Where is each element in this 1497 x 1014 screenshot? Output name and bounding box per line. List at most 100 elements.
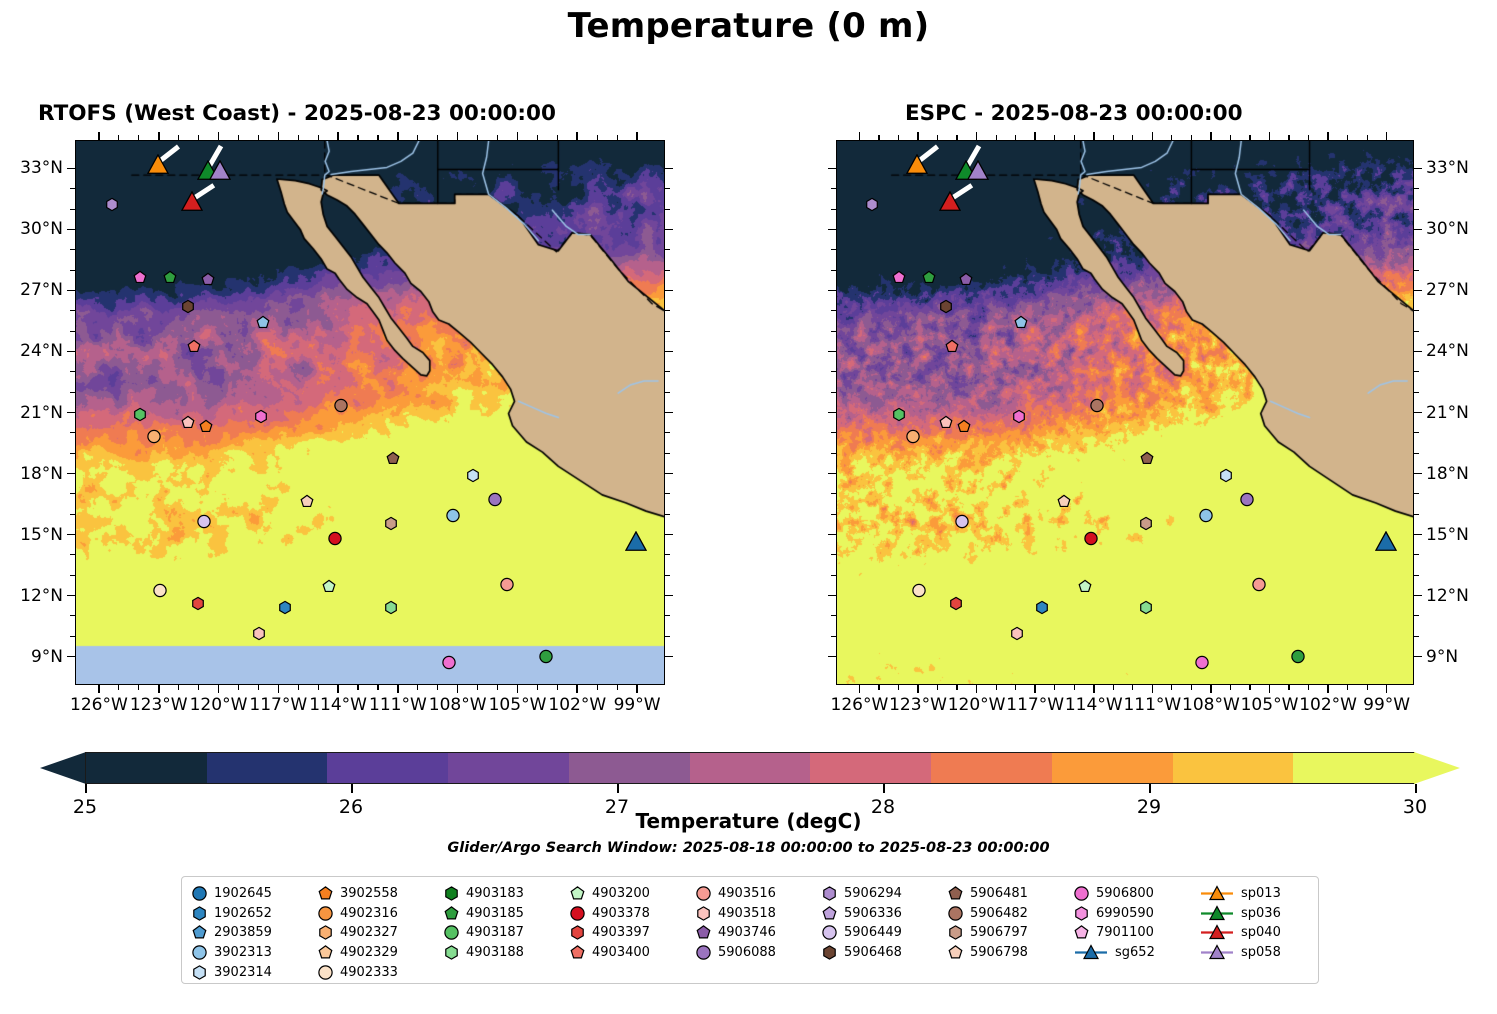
legend-item-3902314[interactable]: 3902314 (192, 962, 272, 982)
legend-item-1902652[interactable]: 1902652 (192, 904, 272, 924)
observation-marker-5906336[interactable] (1195, 654, 1209, 673)
legend-item-3902313[interactable]: 3902313 (192, 943, 272, 963)
observation-marker-5906088[interactable] (487, 491, 502, 510)
observation-marker-4903185[interactable] (163, 270, 177, 289)
observation-marker-3902558[interactable] (199, 418, 213, 437)
observation-marker-4903378[interactable] (328, 530, 342, 549)
observation-marker-sg652[interactable] (1374, 530, 1397, 557)
observation-marker-sp013[interactable] (905, 153, 929, 180)
map-panel-espc[interactable] (836, 140, 1414, 685)
observation-marker-4903188[interactable] (384, 599, 398, 618)
observation-marker-4903187[interactable] (133, 406, 147, 425)
observation-marker-3902313b[interactable] (446, 508, 460, 527)
legend-item-4902327[interactable]: 4902327 (318, 923, 398, 943)
observation-marker-5906797[interactable] (384, 516, 398, 535)
legend-item-5906088[interactable]: 5906088 (696, 943, 776, 963)
observation-marker-5906449[interactable] (955, 514, 969, 533)
observation-marker-sp040[interactable] (939, 190, 962, 217)
observation-marker-sg652[interactable] (624, 530, 648, 557)
colorbar[interactable]: 25 26 27 28 29 30 (40, 752, 1460, 818)
observation-marker-5906482[interactable] (334, 398, 348, 417)
observation-marker-4903183[interactable] (1291, 648, 1305, 667)
observation-marker-4903188[interactable] (1139, 599, 1153, 618)
legend-item-6990590[interactable]: 6990590 (1074, 904, 1155, 924)
observation-marker-4903400[interactable] (945, 339, 959, 358)
observation-marker-5906797[interactable] (1139, 516, 1153, 535)
legend-item-4903188[interactable]: 4903188 (444, 943, 524, 963)
observation-marker-5906294[interactable] (105, 197, 119, 216)
observation-marker-4903187[interactable] (892, 406, 906, 425)
legend-item-5906798[interactable]: 5906798 (948, 943, 1028, 963)
observation-marker-4903183[interactable] (539, 648, 554, 667)
observation-marker-3902313b[interactable] (1199, 508, 1213, 527)
observation-marker-5906294[interactable] (865, 197, 879, 216)
observation-marker-sp058[interactable] (966, 159, 989, 186)
observation-marker-3902313[interactable] (256, 315, 270, 334)
observation-marker-sp040[interactable] (180, 190, 203, 217)
observation-marker-4903397[interactable] (949, 595, 963, 614)
legend-item-4903187[interactable]: 4903187 (444, 923, 524, 943)
legend-item-5906294[interactable]: 5906294 (822, 884, 902, 904)
observation-marker-3902314[interactable] (466, 467, 480, 486)
legend-item-4903200[interactable]: 4903200 (570, 884, 650, 904)
observation-marker-4903518[interactable] (181, 414, 195, 433)
observation-marker-5906800b[interactable] (1012, 408, 1026, 427)
observation-marker-5906800b[interactable] (254, 408, 268, 427)
legend-item-4903378[interactable]: 4903378 (570, 904, 650, 924)
legend-item-sg652[interactable]: sg652 (1074, 943, 1155, 963)
observation-marker-4902333[interactable] (912, 583, 926, 602)
legend-item-4903400[interactable]: 4903400 (570, 943, 650, 963)
legend-item-4903516[interactable]: 4903516 (696, 884, 776, 904)
observation-marker-4903518b[interactable] (1010, 626, 1024, 645)
legend-item-4903185[interactable]: 4903185 (444, 904, 524, 924)
legend-item-7901100[interactable]: 7901100 (1074, 923, 1155, 943)
observation-marker-4903746[interactable] (959, 272, 973, 291)
observation-marker-5906800[interactable] (892, 270, 906, 289)
observation-marker-5906481[interactable] (386, 451, 400, 470)
legend-item-5906481[interactable]: 5906481 (948, 884, 1028, 904)
observation-marker-1902652[interactable] (278, 599, 292, 618)
observation-marker-4903397[interactable] (191, 595, 205, 614)
observation-marker-5906481[interactable] (1140, 451, 1154, 470)
observation-marker-4903400[interactable] (187, 339, 201, 358)
observation-marker-4903518b[interactable] (252, 626, 266, 645)
observation-marker-4903516[interactable] (1252, 577, 1266, 596)
legend-item-5906482[interactable]: 5906482 (948, 904, 1028, 924)
observation-marker-sp058[interactable] (208, 159, 231, 186)
observation-marker-4903746[interactable] (201, 272, 215, 291)
observation-marker-4903518[interactable] (939, 414, 953, 433)
observation-marker-3902313[interactable] (1014, 315, 1028, 334)
legend-item-3902558[interactable]: 3902558 (318, 884, 398, 904)
observation-marker-4903200[interactable] (1078, 579, 1092, 598)
legend-item-sp013[interactable]: sp013 (1200, 884, 1281, 904)
observation-marker-5906336[interactable] (442, 654, 456, 673)
legend-item-4903518[interactable]: 4903518 (696, 904, 776, 924)
observation-marker-5906798[interactable] (1056, 493, 1071, 512)
observation-marker-5906449[interactable] (196, 514, 211, 533)
observation-marker-5906482[interactable] (1090, 398, 1104, 417)
observation-marker-4903378[interactable] (1084, 530, 1098, 549)
observation-marker-3902314[interactable] (1219, 467, 1233, 486)
legend-item-2903859[interactable]: 2903859 (192, 923, 272, 943)
observation-marker-5906798[interactable] (300, 493, 314, 512)
observation-marker-5906468[interactable] (939, 298, 953, 317)
observation-marker-4902327[interactable] (906, 428, 920, 447)
legend-item-5906468[interactable]: 5906468 (822, 943, 902, 963)
observation-marker-4902333[interactable] (153, 583, 167, 602)
observation-marker-4902327[interactable] (147, 428, 161, 447)
legend-item-sp036[interactable]: sp036 (1200, 904, 1281, 924)
observation-marker-3902558[interactable] (957, 418, 971, 437)
legend-item-1902645[interactable]: 1902645 (192, 884, 272, 904)
observation-marker-4903516[interactable] (499, 577, 514, 596)
legend-item-sp058[interactable]: sp058 (1200, 943, 1281, 963)
legend-item-4903183[interactable]: 4903183 (444, 884, 524, 904)
legend-item-5906336[interactable]: 5906336 (822, 904, 902, 924)
legend-item-4902333[interactable]: 4902333 (318, 962, 398, 982)
legend-item-4903397[interactable]: 4903397 (570, 923, 650, 943)
legend-item-4902316[interactable]: 4902316 (318, 904, 398, 924)
observation-marker-sp013[interactable] (146, 153, 169, 180)
legend-item-sp040[interactable]: sp040 (1200, 923, 1281, 943)
observation-marker-1902652[interactable] (1035, 599, 1049, 618)
legend-item-5906449[interactable]: 5906449 (822, 923, 902, 943)
legend-item-4903746[interactable]: 4903746 (696, 923, 776, 943)
